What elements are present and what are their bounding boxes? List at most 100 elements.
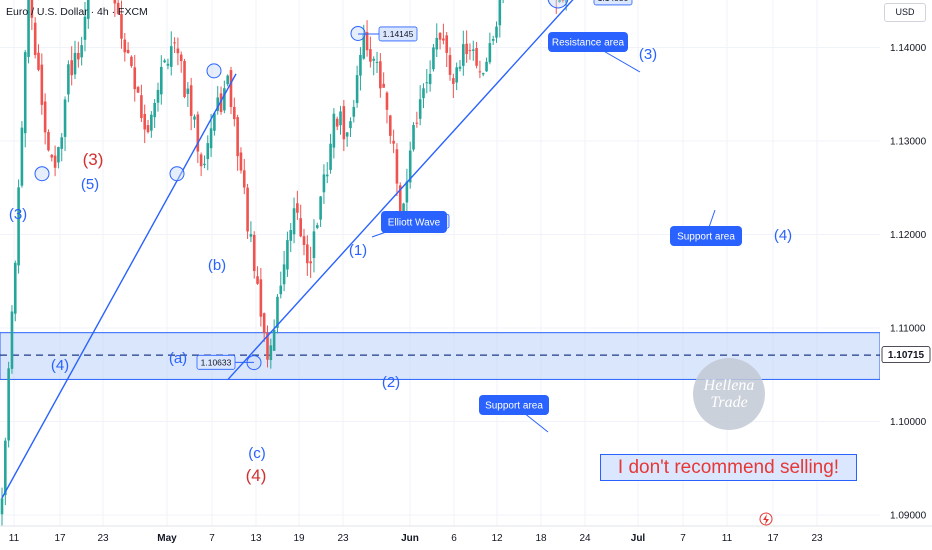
recommendation-note: I don't recommend selling!	[600, 454, 857, 481]
candle	[116, 0, 120, 16]
x-tick-label: 17	[54, 533, 66, 544]
price-tag-label: 1.10715	[888, 350, 925, 361]
candle	[329, 133, 332, 174]
candle	[385, 91, 389, 124]
candle	[292, 197, 296, 244]
callout-box	[548, 32, 628, 52]
x-tick-label: 7	[680, 533, 686, 544]
callout-box	[381, 211, 447, 233]
wave-label: (a)	[169, 350, 187, 367]
candle	[47, 129, 50, 152]
wave-label: (4)	[246, 466, 267, 485]
price-label: 1.10633	[201, 357, 232, 367]
candle	[302, 228, 306, 256]
candle	[113, 0, 117, 17]
x-tick-label: 24	[579, 533, 591, 544]
candle	[173, 37, 176, 54]
wave-label: (4)	[774, 227, 792, 244]
candle	[143, 104, 147, 144]
candle	[130, 55, 133, 68]
candle	[33, 17, 37, 59]
x-tick-label: May	[157, 533, 177, 544]
candle	[40, 53, 44, 115]
candle	[169, 31, 173, 76]
candle	[339, 105, 342, 135]
candle	[146, 119, 150, 134]
candles	[0, 0, 568, 527]
candle	[558, 0, 561, 3]
x-tick-label: Jun	[401, 533, 419, 544]
candle	[53, 145, 57, 177]
candle	[352, 99, 356, 123]
candle	[319, 195, 322, 227]
lightning-icon[interactable]	[759, 512, 773, 526]
candle	[418, 85, 422, 126]
candle	[7, 361, 10, 448]
candle	[355, 65, 359, 108]
candle	[17, 179, 20, 274]
candle	[375, 51, 379, 73]
pivot-circle	[34, 166, 50, 182]
wave-label: (2)	[382, 374, 400, 391]
candle	[392, 129, 395, 154]
candle	[296, 190, 299, 220]
candle	[425, 68, 429, 94]
candle	[246, 183, 249, 239]
candle	[365, 20, 369, 57]
candle	[445, 32, 449, 68]
candle	[216, 86, 220, 115]
candle	[495, 21, 498, 43]
price-label: 1.14530	[598, 0, 629, 3]
candle	[405, 168, 409, 212]
callout-label: Support area	[485, 401, 543, 412]
callout-box	[670, 226, 742, 246]
candle	[422, 83, 425, 109]
candle	[412, 122, 415, 152]
watermark-line1: Hellena	[703, 377, 755, 394]
x-tick-label: 17	[767, 533, 779, 544]
trendline-right	[227, 0, 574, 380]
candle	[462, 30, 465, 76]
candle	[163, 58, 166, 64]
candle	[67, 60, 70, 103]
x-tick-label: 23	[97, 533, 109, 544]
candle	[183, 58, 186, 99]
candle	[488, 32, 492, 65]
wave-label: (b)	[208, 257, 226, 274]
candle	[325, 162, 329, 184]
candle	[448, 47, 452, 81]
y-tick-label: 1.13000	[890, 137, 927, 148]
y-tick-label: 1.12000	[890, 230, 927, 241]
candle	[388, 114, 392, 144]
x-tick-label: 23	[337, 533, 349, 544]
callout-box	[479, 395, 549, 415]
candle	[458, 60, 462, 72]
price-axis	[880, 0, 932, 550]
candle	[432, 43, 435, 72]
candle	[43, 93, 47, 145]
candle	[395, 143, 399, 196]
y-tick-label: 1.09000	[890, 511, 927, 522]
wave-label: (c)	[248, 445, 266, 462]
candle	[242, 158, 246, 195]
candle	[86, 0, 90, 29]
candle	[345, 132, 349, 147]
candle	[133, 54, 137, 102]
candle	[502, 0, 504, 4]
candle	[475, 41, 478, 69]
wave-label: (3)	[83, 150, 104, 169]
watermark-line2: Trade	[710, 394, 748, 411]
x-tick-label: 6	[451, 533, 457, 544]
candle	[289, 223, 293, 253]
candle	[20, 121, 24, 188]
candle	[30, 0, 34, 31]
candle	[561, 0, 565, 3]
candle	[57, 146, 60, 169]
x-tick-label: 11	[722, 533, 733, 544]
currency-selector[interactable]: USD	[884, 3, 926, 22]
candle	[80, 36, 83, 66]
x-tick-label: 7	[209, 533, 215, 544]
candle	[239, 147, 243, 174]
candle	[478, 60, 482, 79]
